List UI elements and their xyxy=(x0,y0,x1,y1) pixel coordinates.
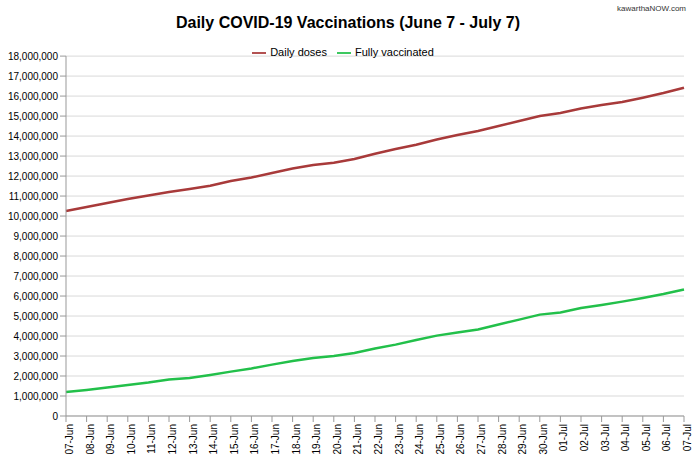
svg-text:10-Jun: 10-Jun xyxy=(126,424,137,455)
html-text:kawarthaNOW.com: kawarthaNOW.com xyxy=(617,4,686,13)
svg-text:7,000,000: 7,000,000 xyxy=(14,271,59,282)
html-text:Fully vaccinated: Fully vaccinated xyxy=(355,46,434,58)
svg-text:30-Jun: 30-Jun xyxy=(538,424,549,455)
svg-text:18,000,000: 18,000,000 xyxy=(8,51,58,62)
svg-text:21-Jun: 21-Jun xyxy=(353,424,364,455)
svg-text:15-Jun: 15-Jun xyxy=(229,424,240,455)
svg-text:07-Jun: 07-Jun xyxy=(64,424,75,455)
svg-text:0: 0 xyxy=(52,411,58,422)
svg-text:27-Jun: 27-Jun xyxy=(476,424,487,455)
svg-text:12-Jun: 12-Jun xyxy=(167,424,178,455)
html-text:Daily COVID-19 Vaccinations (J: Daily COVID-19 Vaccinations (June 7 - Ju… xyxy=(175,14,521,31)
svg-text:11,000,000: 11,000,000 xyxy=(9,191,59,202)
svg-text:06-Jul: 06-Jul xyxy=(662,424,673,451)
svg-text:23-Jun: 23-Jun xyxy=(394,424,405,455)
svg-text:12,000,000: 12,000,000 xyxy=(8,171,58,182)
svg-text:29-Jun: 29-Jun xyxy=(517,424,528,455)
svg-text:28-Jun: 28-Jun xyxy=(497,424,508,455)
svg-text:10,000,000: 10,000,000 xyxy=(8,211,58,222)
svg-text:17,000,000: 17,000,000 xyxy=(8,71,58,82)
svg-text:01-Jul: 01-Jul xyxy=(559,424,570,451)
svg-text:4,000,000: 4,000,000 xyxy=(14,331,59,342)
svg-text:9,000,000: 9,000,000 xyxy=(14,231,59,242)
svg-text:04-Jul: 04-Jul xyxy=(620,424,631,451)
svg-text:20-Jun: 20-Jun xyxy=(332,424,343,455)
svg-text:11-Jun: 11-Jun xyxy=(147,424,158,454)
svg-text:05-Jul: 05-Jul xyxy=(641,424,652,451)
svg-text:03-Jul: 03-Jul xyxy=(600,424,611,451)
svg-text:14-Jun: 14-Jun xyxy=(208,424,219,455)
svg-text:16,000,000: 16,000,000 xyxy=(8,91,58,102)
svg-text:25-Jun: 25-Jun xyxy=(435,424,446,455)
svg-text:5,000,000: 5,000,000 xyxy=(14,311,59,322)
svg-text:17-Jun: 17-Jun xyxy=(270,424,281,455)
svg-text:13,000,000: 13,000,000 xyxy=(8,151,58,162)
svg-text:15,000,000: 15,000,000 xyxy=(8,111,58,122)
svg-text:3,000,000: 3,000,000 xyxy=(14,351,59,362)
svg-text:07-Jul: 07-Jul xyxy=(682,424,688,451)
svg-text:18-Jun: 18-Jun xyxy=(291,424,302,455)
svg-text:8,000,000: 8,000,000 xyxy=(14,251,59,262)
svg-text:24-Jun: 24-Jun xyxy=(414,424,425,455)
svg-text:19-Jun: 19-Jun xyxy=(311,424,322,455)
svg-text:6,000,000: 6,000,000 xyxy=(14,291,59,302)
svg-text:02-Jul: 02-Jul xyxy=(579,424,590,451)
svg-text:16-Jun: 16-Jun xyxy=(250,424,261,455)
svg-text:22-Jun: 22-Jun xyxy=(373,424,384,455)
svg-text:1,000,000: 1,000,000 xyxy=(14,391,59,402)
svg-text:13-Jun: 13-Jun xyxy=(188,424,199,455)
svg-text:14,000,000: 14,000,000 xyxy=(8,131,58,142)
svg-text:2,000,000: 2,000,000 xyxy=(14,371,59,382)
svg-text:26-Jun: 26-Jun xyxy=(456,424,467,455)
svg-text:09-Jun: 09-Jun xyxy=(105,424,116,455)
svg-text:08-Jun: 08-Jun xyxy=(85,424,96,455)
html-text:Daily doses: Daily doses xyxy=(270,46,327,58)
